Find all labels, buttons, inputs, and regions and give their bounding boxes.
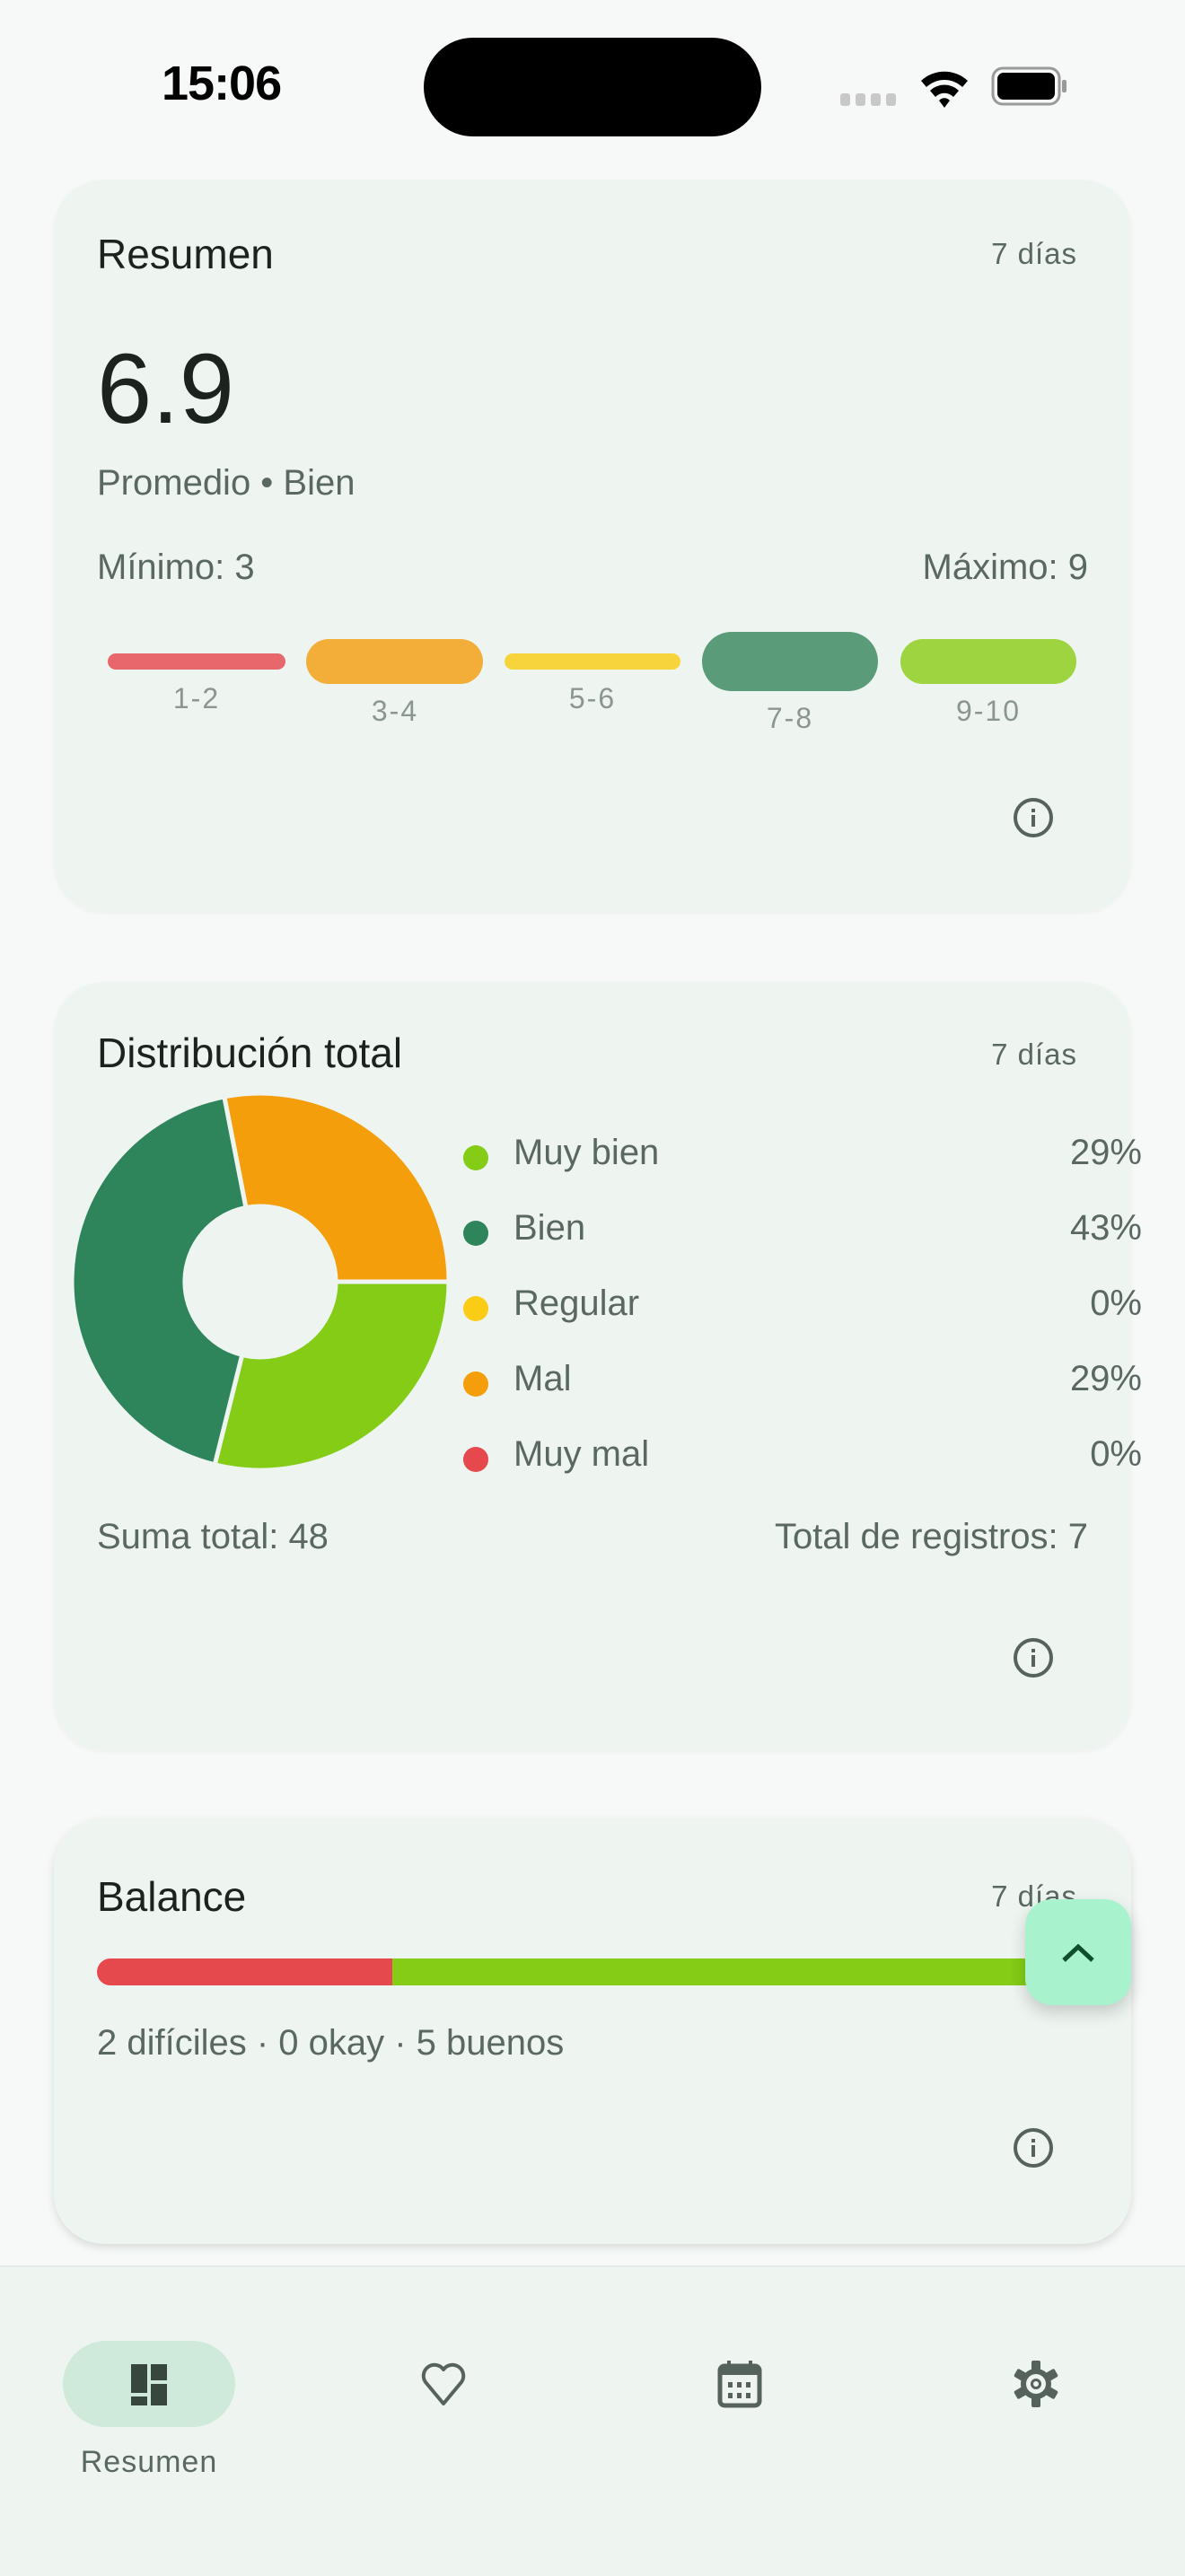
average-score: 6.9 [97, 334, 234, 444]
status-time: 15:06 [162, 57, 282, 110]
summary-card: Resumen 7 días 6.9 Promedio • Bien Mínim… [54, 180, 1131, 912]
scale-label-1-2: 1-2 [172, 682, 221, 714]
scale-bar-5-6 [505, 653, 680, 670]
wifi-icon [921, 71, 968, 108]
maximum-label: Máximo: 9 [922, 548, 1089, 587]
bottom-navigation: Resumen [0, 2265, 1185, 2576]
legend-dot [463, 1221, 488, 1246]
legend-item-muy-bien: Muy bien 29% [463, 1133, 1142, 1187]
average-label: Promedio • Bien [97, 463, 356, 503]
legend-dot [463, 1145, 488, 1170]
balance-card: Balance 7 días 2 difíciles · 0 okay · 5 … [54, 1818, 1131, 2244]
legend-label: Mal [514, 1359, 572, 1398]
dashboard-icon [131, 2364, 167, 2405]
nav-item-calendar[interactable] [650, 2303, 830, 2465]
nav-item-favorites[interactable] [354, 2303, 533, 2465]
donut-segment-bien [69, 1093, 249, 1468]
scale-bar-1-2 [108, 653, 285, 670]
heart-icon [421, 2362, 466, 2405]
distribution-card: Distribución total 7 días Muy bien 29% B… [54, 982, 1142, 1750]
info-icon[interactable] [1011, 2125, 1056, 2170]
balance-bar [97, 1958, 1129, 1985]
records-total-label: Total de registros: 7 [774, 1517, 1088, 1556]
legend-dot [463, 1296, 488, 1321]
balance-segment-dificiles [97, 1958, 392, 1985]
scale-bar-9-10 [900, 639, 1076, 684]
summary-title: Resumen [97, 231, 274, 277]
balance-summary: 2 difíciles · 0 okay · 5 buenos [97, 2023, 565, 2063]
scale-label-3-4: 3-4 [371, 695, 419, 727]
nav-active-indicator [63, 2341, 235, 2427]
sum-total-label: Suma total: 48 [97, 1517, 329, 1556]
legend-dot [463, 1371, 488, 1397]
scale-label-5-6: 5-6 [568, 682, 617, 714]
balance-title: Balance [97, 1873, 247, 1920]
summary-range-label: 7 días [991, 237, 1077, 270]
legend-label: Regular [514, 1284, 640, 1323]
scroll-to-top-button[interactable] [1025, 1899, 1131, 2005]
legend-label: Bien [514, 1208, 586, 1248]
scale-bar-7-8 [702, 632, 878, 691]
legend-item-muy-mal: Muy mal 0% [463, 1434, 1142, 1488]
legend-value: 29% [1069, 1133, 1142, 1172]
legend-value: 43% [1069, 1208, 1142, 1248]
scale-bar-3-4 [306, 639, 483, 684]
legend-item-mal: Mal 29% [463, 1359, 1142, 1413]
distribution-range-label: 7 días [991, 1038, 1077, 1071]
legend-value: 0% [1090, 1284, 1142, 1323]
donut-segment-mal [221, 1091, 452, 1284]
donut-segment-muy-bien [212, 1279, 452, 1473]
legend-item-regular: Regular 0% [463, 1284, 1142, 1337]
chevron-up-icon [1062, 1943, 1094, 1962]
nav-label: Resumen [80, 2445, 218, 2479]
minimum-label: Mínimo: 3 [97, 548, 255, 587]
cellular-signal-icon [840, 93, 896, 106]
legend-label: Muy mal [514, 1434, 650, 1474]
balance-segment-buenos [391, 1958, 1129, 1985]
gear-icon [1014, 2361, 1058, 2407]
legend-item-bien: Bien 43% [463, 1208, 1142, 1262]
info-icon[interactable] [1011, 1635, 1056, 1680]
info-icon[interactable] [1011, 795, 1056, 840]
legend-dot [463, 1447, 488, 1472]
distribution-title: Distribución total [97, 1030, 403, 1076]
legend-value: 0% [1090, 1434, 1142, 1474]
donut-chart [69, 1091, 452, 1473]
legend-value: 29% [1069, 1359, 1142, 1398]
legend-label: Muy bien [514, 1133, 660, 1172]
scale-label-9-10: 9-10 [955, 695, 1022, 727]
battery-icon [991, 66, 1066, 106]
dynamic-island [424, 38, 761, 136]
calendar-icon [717, 2361, 762, 2408]
status-bar: 15:06 [0, 0, 1185, 171]
nav-item-settings[interactable] [946, 2303, 1126, 2465]
nav-item-resumen[interactable]: Resumen [59, 2303, 239, 2479]
scale-label-7-8: 7-8 [766, 702, 814, 734]
